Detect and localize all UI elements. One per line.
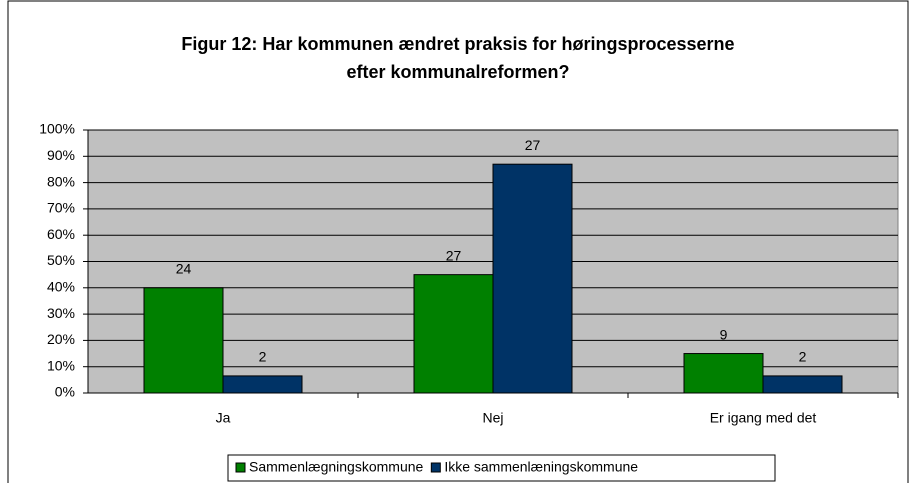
- y-tick-label: 30%: [47, 305, 75, 321]
- bar: [492, 163, 573, 394]
- legend-label: Sammenlægningskommune: [249, 459, 424, 475]
- chart-title: efter kommunalreformen?: [346, 62, 569, 82]
- chart-title: Figur 12: Har kommunen ændret praksis fo…: [181, 34, 734, 54]
- x-tick-label: Er igang med det: [710, 410, 817, 426]
- data-label: 2: [259, 349, 267, 365]
- bar: [762, 375, 843, 394]
- bar: [413, 274, 494, 394]
- y-tick-label: 0%: [55, 384, 75, 400]
- y-tick-label: 70%: [47, 200, 75, 216]
- y-tick-label: 90%: [47, 147, 75, 163]
- y-tick-label: 60%: [47, 226, 75, 242]
- legend-label: Ikke sammenlæningskommune: [444, 459, 638, 475]
- legend-swatch: [430, 462, 441, 473]
- data-label: 2: [799, 349, 807, 365]
- bar: [222, 375, 303, 394]
- y-tick-label: 80%: [47, 173, 75, 189]
- y-tick-label: 100%: [39, 121, 75, 137]
- bar: [683, 353, 764, 394]
- x-tick-label: Ja: [216, 410, 231, 426]
- data-label: 9: [720, 326, 728, 342]
- data-label: 27: [446, 247, 462, 263]
- x-tick-label: Nej: [482, 410, 503, 426]
- y-tick-label: 50%: [47, 252, 75, 268]
- y-tick-label: 40%: [47, 279, 75, 295]
- data-label: 27: [525, 137, 541, 153]
- data-label: 24: [176, 261, 192, 277]
- bar: [143, 287, 224, 394]
- legend-swatch: [235, 462, 246, 473]
- legend: [227, 454, 776, 482]
- y-tick-label: 20%: [47, 331, 75, 347]
- y-tick-label: 10%: [47, 357, 75, 373]
